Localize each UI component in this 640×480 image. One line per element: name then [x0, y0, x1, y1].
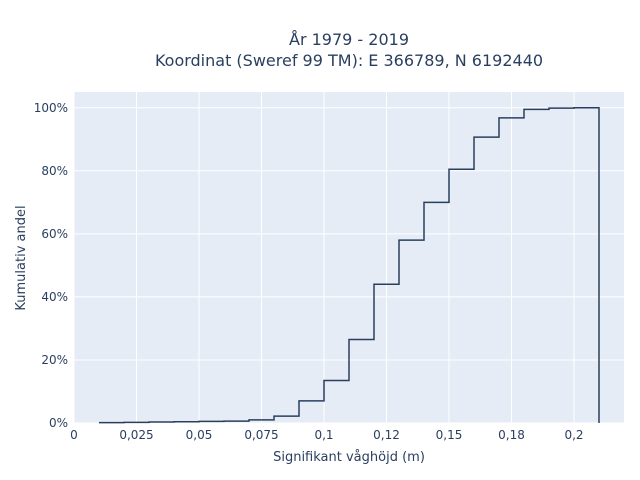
x-tick-label: 0,05	[186, 428, 213, 442]
y-tick-label: 60%	[41, 227, 68, 241]
y-axis-title: Kumulativ andel	[14, 205, 29, 310]
x-tick-label: 0	[70, 428, 78, 442]
y-tick-label: 20%	[41, 353, 68, 367]
x-tick-label: 0,12	[373, 428, 400, 442]
x-axis-title: Signifikant våghöjd (m)	[273, 450, 425, 465]
chart-title-line-2: Koordinat (Sweref 99 TM): E 366789, N 61…	[155, 51, 543, 70]
x-tick-label: 0,2	[564, 428, 583, 442]
y-tick-label: 80%	[41, 164, 68, 178]
y-axis-ticks: 0% 20% 40% 60% 80% 100%	[34, 101, 68, 430]
x-tick-label: 0,025	[119, 428, 153, 442]
y-tick-label: 0%	[49, 416, 68, 430]
x-tick-label: 0,1	[314, 428, 333, 442]
x-tick-label: 0,075	[244, 428, 278, 442]
x-axis-ticks: 0 0,025 0,05 0,075 0,1 0,12 0,15 0,18 0,2	[70, 428, 583, 442]
x-gridlines	[73, 92, 575, 423]
y-tick-label: 100%	[34, 101, 68, 115]
cumulative-step-line	[99, 107, 600, 424]
x-tick-label: 0,18	[498, 428, 525, 442]
x-tick-label: 0,15	[436, 428, 463, 442]
y-tick-label: 40%	[41, 290, 68, 304]
chart-title-line-1: År 1979 - 2019	[289, 30, 409, 49]
